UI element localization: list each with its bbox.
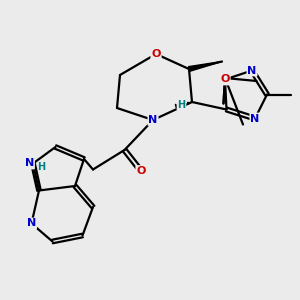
Text: N: N [25,158,34,169]
Text: H: H [37,162,46,172]
Text: N: N [248,65,256,76]
Text: O: O [220,74,230,85]
Text: N: N [27,218,36,229]
Polygon shape [188,61,222,71]
Text: O: O [151,49,161,59]
Text: H: H [177,100,186,110]
Text: O: O [136,166,146,176]
Text: N: N [250,113,260,124]
Text: N: N [148,115,158,125]
